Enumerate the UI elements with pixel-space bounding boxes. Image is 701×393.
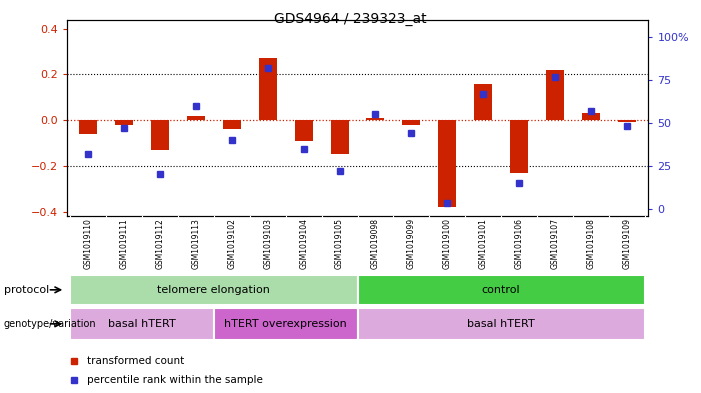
Text: GDS4964 / 239323_at: GDS4964 / 239323_at [274,12,427,26]
Text: GSM1019100: GSM1019100 [443,218,452,269]
Text: basal hTERT: basal hTERT [108,319,176,329]
Bar [151,120,169,150]
Text: telomere elongation: telomere elongation [158,285,271,295]
Bar [223,120,240,129]
Text: GSM1019110: GSM1019110 [83,218,93,269]
Text: GSM1019099: GSM1019099 [407,218,416,269]
Text: GSM1019112: GSM1019112 [156,218,165,268]
Text: GSM1019113: GSM1019113 [191,218,200,269]
Bar [70,275,358,305]
Text: GSM1019102: GSM1019102 [227,218,236,269]
Text: GSM1019106: GSM1019106 [515,218,524,269]
Bar [79,120,97,134]
Text: GSM1019105: GSM1019105 [335,218,344,269]
Bar [70,308,214,340]
Bar [582,113,600,120]
Text: GSM1019103: GSM1019103 [263,218,272,269]
Text: control: control [482,285,520,295]
Bar [358,275,645,305]
Bar [475,84,492,120]
Text: genotype/variation: genotype/variation [4,319,96,329]
Text: GSM1019109: GSM1019109 [622,218,632,269]
Bar [214,308,358,340]
Text: hTERT overexpression: hTERT overexpression [224,319,347,329]
Bar [115,120,133,125]
Text: GSM1019098: GSM1019098 [371,218,380,269]
Text: protocol: protocol [4,285,49,295]
Bar [438,120,456,207]
Bar [402,120,421,125]
Text: GSM1019108: GSM1019108 [587,218,595,269]
Bar [618,120,636,123]
Bar [358,308,645,340]
Text: percentile rank within the sample: percentile rank within the sample [87,375,263,386]
Bar [331,120,348,154]
Bar [259,59,277,120]
Bar [510,120,528,173]
Text: GSM1019107: GSM1019107 [550,218,559,269]
Text: GSM1019104: GSM1019104 [299,218,308,269]
Bar [367,118,384,120]
Text: GSM1019101: GSM1019101 [479,218,488,269]
Bar [187,116,205,120]
Text: basal hTERT: basal hTERT [468,319,535,329]
Bar [294,120,313,141]
Text: GSM1019111: GSM1019111 [120,218,128,268]
Text: transformed count: transformed count [87,356,184,366]
Bar [546,70,564,120]
